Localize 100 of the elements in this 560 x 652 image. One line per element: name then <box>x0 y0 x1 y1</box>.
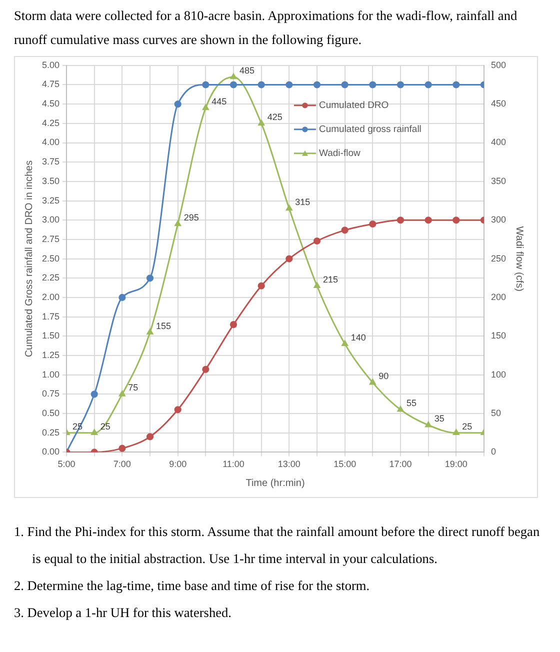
y2-tick-label: 100 <box>490 369 506 380</box>
point <box>369 81 376 88</box>
x-tick-label: 17:00 <box>389 459 412 470</box>
y-tick-label: 2.25 <box>42 272 60 283</box>
y-tick-label: 2.75 <box>42 234 60 244</box>
point <box>369 379 376 385</box>
point <box>146 328 154 334</box>
point <box>342 340 348 346</box>
point <box>90 390 98 398</box>
y2-tick-label: 450 <box>490 98 506 109</box>
y-tick-label: 0.25 <box>42 427 60 438</box>
point <box>174 220 182 226</box>
y-tick-label: 2.00 <box>42 292 60 302</box>
y-tick-label: 1.25 <box>42 350 60 360</box>
y-tick-label: 1.75 <box>42 311 60 322</box>
point <box>258 81 265 88</box>
data-label: 215 <box>322 274 338 284</box>
y2-axis-title: Wadi flow (cfs) <box>513 226 524 292</box>
x-tick-label: 9:00 <box>169 459 187 470</box>
y2-tick-label: 50 <box>490 408 501 418</box>
y-tick-label: 4.00 <box>42 137 60 148</box>
data-label: 55 <box>406 398 417 408</box>
point <box>146 274 154 282</box>
y2-tick-label: 500 <box>490 60 506 70</box>
point <box>146 433 154 440</box>
point <box>119 390 126 396</box>
point <box>230 73 237 80</box>
chart-title: Storm data were collected for a 810-acre basin. Approximations for the wadi-flow, rainfall and runoff cumulative mass curves are shown in the following figure. <box>14 7 518 49</box>
point <box>174 100 182 108</box>
point <box>452 81 460 88</box>
point <box>118 444 126 452</box>
y-tick-label: 2.50 <box>42 253 60 264</box>
y-tick-label: 5.00 <box>42 60 60 70</box>
data-label: 35 <box>434 414 444 424</box>
legend-label: Cumulated gross rainfall <box>318 124 422 136</box>
point <box>314 282 320 288</box>
point <box>202 104 209 110</box>
y-tick-label: 1.50 <box>42 330 60 341</box>
point <box>396 81 404 88</box>
point <box>258 120 265 126</box>
point <box>424 81 432 88</box>
y-tick-label: 4.75 <box>42 79 60 90</box>
point <box>313 81 321 88</box>
data-label: 155 <box>156 320 172 331</box>
y-tick-label: 3.00 <box>42 214 60 225</box>
point <box>313 237 321 245</box>
point <box>202 366 210 373</box>
legend-label: Wadi-flow <box>318 148 360 160</box>
point <box>202 81 210 88</box>
data-label: 425 <box>267 112 282 122</box>
x-tick-label: 15:00 <box>334 459 356 470</box>
y2-tick-label: 300 <box>490 214 506 225</box>
y2-tick-label: 400 <box>490 137 506 148</box>
text: 2. Determine the lag-time, time base and time of rise for the storm. <box>14 577 371 595</box>
point <box>230 321 238 328</box>
y-tick-label: 3.75 <box>42 156 60 167</box>
y-tick-label: 0.75 <box>42 388 60 399</box>
y2-tick-label: 350 <box>490 176 506 186</box>
data-label: 295 <box>184 212 199 222</box>
y-tick-label: 4.25 <box>42 118 60 128</box>
data-label: 485 <box>240 65 255 76</box>
point <box>286 81 293 88</box>
y2-tick-label: 150 <box>490 330 506 341</box>
x-axis-title: Time (hr:min) <box>246 478 305 489</box>
point <box>425 422 432 428</box>
text: 3. Develop a 1-hr UH for this watershed. <box>14 604 232 622</box>
y-axis-title: Cumulated Gross rainfall and DRO in inches <box>24 160 35 358</box>
point <box>452 429 460 436</box>
y-tick-label: 3.50 <box>42 176 60 186</box>
data-label: 140 <box>350 332 366 342</box>
x-tick-label: 19:00 <box>444 459 468 470</box>
x-tick-label: 5:00 <box>58 459 76 470</box>
point <box>341 226 348 234</box>
x-tick-label: 11:00 <box>222 459 244 470</box>
y2-tick-label: 0 <box>490 446 496 457</box>
point <box>174 406 182 414</box>
y2-tick-label: 250 <box>490 253 506 264</box>
point <box>396 216 404 224</box>
point <box>397 406 404 412</box>
point <box>341 81 348 88</box>
point <box>258 282 265 290</box>
point <box>91 429 98 436</box>
data-label: 25 <box>462 421 472 432</box>
text: 1. Find the Phi-index for this storm. Assume that the rainfall amount before the direct runoff began is equal to the initial abstraction. Use 1-hr time interval in your calculations. <box>14 523 541 568</box>
y-tick-label: 0.50 <box>42 408 60 418</box>
y2-tick-label: 200 <box>490 292 506 302</box>
point <box>452 216 460 224</box>
point <box>230 81 238 88</box>
y-tick-label: 4.50 <box>42 98 60 109</box>
point <box>286 255 293 262</box>
data-label: 315 <box>295 197 310 207</box>
data-label: 75 <box>128 382 138 393</box>
point <box>369 220 376 228</box>
legend-label: Cumulated DRO <box>318 100 389 112</box>
x-tick-label: 7:00 <box>113 459 131 470</box>
x-tick-label: 13:00 <box>278 459 300 470</box>
point <box>424 216 432 224</box>
point <box>286 204 292 211</box>
y-tick-label: 1.00 <box>42 369 60 380</box>
data-label: 445 <box>212 96 227 106</box>
